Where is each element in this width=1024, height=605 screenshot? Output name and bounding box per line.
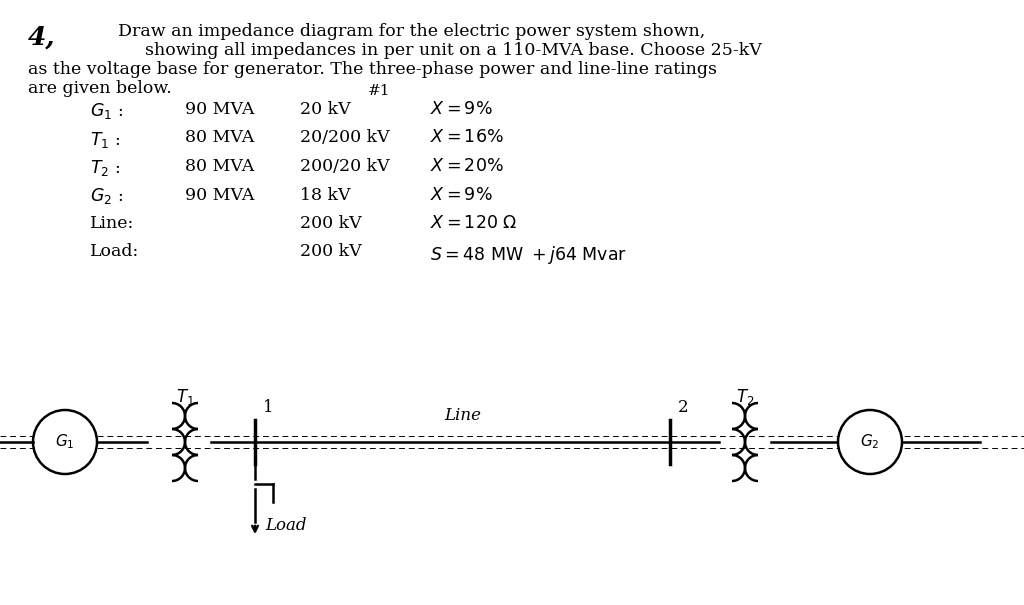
- Text: 2: 2: [678, 399, 688, 416]
- Circle shape: [838, 410, 902, 474]
- Text: 200/20 kV: 200/20 kV: [300, 158, 389, 175]
- Text: 1: 1: [263, 399, 273, 416]
- Text: $X = 120\ \Omega$: $X = 120\ \Omega$: [430, 215, 517, 232]
- Text: $T_1$: $T_1$: [176, 387, 195, 407]
- Text: $X = 20\%$: $X = 20\%$: [430, 158, 504, 175]
- Text: Draw an impedance diagram for the electric power system shown,: Draw an impedance diagram for the electr…: [118, 23, 706, 40]
- Text: $G_2$ :: $G_2$ :: [90, 186, 123, 206]
- Text: are given below.: are given below.: [28, 80, 172, 97]
- Text: $T_1$ :: $T_1$ :: [90, 129, 121, 149]
- Text: $T_2$: $T_2$: [736, 387, 755, 407]
- Text: 200 kV: 200 kV: [300, 215, 361, 232]
- Text: 18 kV: 18 kV: [300, 186, 350, 203]
- Text: 90 MVA: 90 MVA: [185, 186, 254, 203]
- Text: 80 MVA: 80 MVA: [185, 129, 254, 146]
- Text: 20/200 kV: 20/200 kV: [300, 129, 389, 146]
- Text: $G_1$ :: $G_1$ :: [90, 101, 123, 121]
- Text: $X = 9\%$: $X = 9\%$: [430, 101, 493, 118]
- Text: as the voltage base for generator. The three-phase power and line-line ratings: as the voltage base for generator. The t…: [28, 61, 717, 78]
- Text: $S = 48\ \mathrm{MW}\ +j64\ \mathrm{Mvar}$: $S = 48\ \mathrm{MW}\ +j64\ \mathrm{Mvar…: [430, 243, 627, 266]
- Text: 4,: 4,: [28, 25, 55, 50]
- Text: $G_1$: $G_1$: [55, 433, 75, 451]
- Text: #1: #1: [368, 84, 390, 98]
- Text: Load:: Load:: [90, 243, 139, 261]
- Text: 80 MVA: 80 MVA: [185, 158, 254, 175]
- Text: 90 MVA: 90 MVA: [185, 101, 254, 118]
- Text: $G_2$: $G_2$: [860, 433, 880, 451]
- Text: Load: Load: [265, 517, 306, 534]
- Text: Line:: Line:: [90, 215, 134, 232]
- Text: Line: Line: [444, 407, 481, 424]
- Text: 200 kV: 200 kV: [300, 243, 361, 261]
- Circle shape: [33, 410, 97, 474]
- Text: $T_2$ :: $T_2$ :: [90, 158, 121, 178]
- Text: $X = 16\%$: $X = 16\%$: [430, 129, 504, 146]
- Text: showing all impedances in per unit on a 11​0-MVA base. Choose 25-kV: showing all impedances in per unit on a …: [145, 42, 762, 59]
- Text: 20 kV: 20 kV: [300, 101, 350, 118]
- Text: $X = 9\%$: $X = 9\%$: [430, 186, 493, 203]
